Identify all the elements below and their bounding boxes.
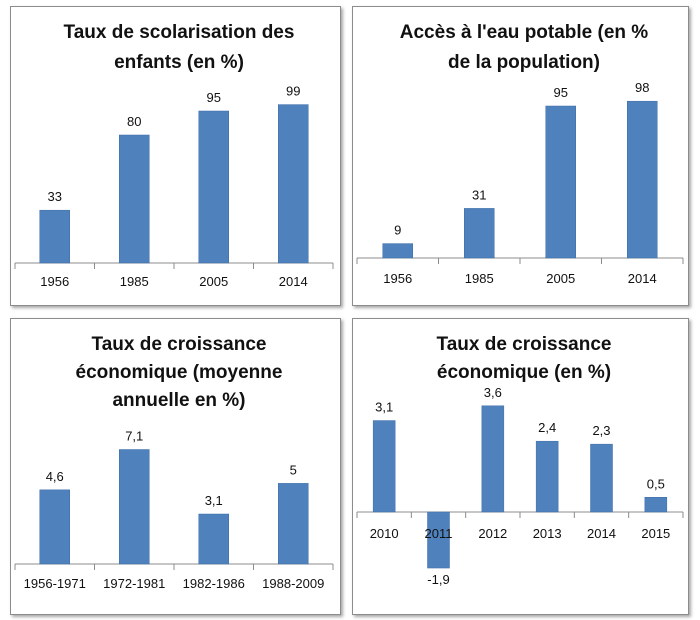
chart-title-line: Taux de scolarisation des bbox=[64, 22, 295, 43]
bar bbox=[644, 497, 668, 513]
bar-value-label: 2,4 bbox=[538, 420, 556, 435]
x-tick-label: 2011 bbox=[425, 526, 453, 541]
chart-title-line: Taux de croissance bbox=[437, 334, 612, 355]
bar bbox=[481, 405, 505, 513]
x-tick-label: 2015 bbox=[641, 526, 670, 541]
bar bbox=[119, 449, 150, 565]
bar bbox=[535, 440, 559, 513]
x-tick-label: 1972-1981 bbox=[103, 576, 165, 591]
bar bbox=[372, 420, 396, 513]
bar-value-label: 7,1 bbox=[125, 429, 143, 444]
bar bbox=[39, 489, 70, 565]
chart-panel-croissance-annuelle: Taux de croissance économique (en %) 3,1 20… bbox=[352, 318, 689, 615]
bar bbox=[545, 105, 576, 259]
x-tick-label: 1988-2009 bbox=[262, 576, 324, 591]
bar-value-label: 4,6 bbox=[46, 469, 64, 484]
bar-value-label: 2,3 bbox=[592, 423, 610, 438]
bar bbox=[427, 511, 450, 569]
x-tick-label: 2010 bbox=[370, 526, 399, 541]
x-tick-label: 1982-1986 bbox=[183, 576, 245, 591]
chart-panel-croissance-moyenne: Taux de croissance économique (moyenne ann… bbox=[10, 318, 341, 615]
bar-value-label: 3,1 bbox=[205, 493, 223, 508]
x-tick-label: 2014 bbox=[587, 526, 616, 541]
bar-value-label: 0,5 bbox=[647, 476, 665, 491]
bar bbox=[39, 209, 70, 264]
chart-croissance-annuelle: Taux de croissance économique (en %) 3,1 20… bbox=[356, 334, 684, 587]
bar bbox=[464, 208, 495, 259]
x-tick-label: 2005 bbox=[199, 274, 228, 289]
x-tick-label: 2014 bbox=[628, 271, 657, 286]
x-tick-label: 1956 bbox=[383, 271, 412, 286]
x-tick-label: 1956 bbox=[40, 274, 69, 289]
bar bbox=[382, 243, 413, 259]
chart-scolarisation: Taux de scolarisation des enfants (en %) 3… bbox=[14, 22, 334, 289]
x-tick-label: 2014 bbox=[279, 274, 308, 289]
chart-title-line: de la population) bbox=[448, 52, 600, 73]
chart-title-line: Accès à l'eau potable (en % bbox=[400, 22, 649, 43]
chart-eau-potable: Accès à l'eau potable (en % de la populat… bbox=[356, 22, 684, 286]
bar-value-label: 3,6 bbox=[484, 385, 502, 400]
bar-value-label: 9 bbox=[394, 223, 401, 238]
chart-title-line: économique (moyenne bbox=[76, 362, 283, 383]
bar-value-label: 31 bbox=[472, 187, 486, 202]
bar bbox=[119, 134, 150, 264]
x-tick-label: 1985 bbox=[120, 274, 149, 289]
bar-value-label: 3,1 bbox=[375, 400, 393, 415]
chart-title-line: économique (en %) bbox=[437, 362, 611, 383]
bar bbox=[278, 483, 309, 565]
bar bbox=[627, 100, 658, 259]
chart-title-line: enfants (en %) bbox=[114, 52, 244, 73]
bar-value-label: 95 bbox=[207, 90, 221, 105]
x-tick-label: 2005 bbox=[546, 271, 575, 286]
x-tick-label: 2012 bbox=[478, 526, 507, 541]
bar bbox=[590, 443, 613, 513]
bar-value-label: 98 bbox=[635, 80, 649, 95]
bar-value-label: 33 bbox=[48, 189, 62, 204]
x-tick-label: 1956-1971 bbox=[24, 576, 86, 591]
chart-panel-scolarisation: Taux de scolarisation des enfants (en %) 3… bbox=[10, 6, 341, 306]
chart-panel-eau-potable: Accès à l'eau potable (en % de la populat… bbox=[352, 6, 689, 306]
bar bbox=[278, 104, 309, 264]
bar-value-label: 80 bbox=[127, 114, 141, 129]
bar bbox=[198, 513, 229, 565]
x-tick-label: 1985 bbox=[465, 271, 494, 286]
bar-value-label: -1,9 bbox=[427, 572, 449, 587]
chart-title-line: Taux de croissance bbox=[92, 334, 267, 355]
x-tick-label: 2013 bbox=[533, 526, 562, 541]
chart-title-line: annuelle en %) bbox=[112, 390, 245, 411]
bar-value-label: 95 bbox=[554, 85, 568, 100]
bar-value-label: 5 bbox=[290, 462, 297, 477]
chart-croissance-moyenne: Taux de croissance économique (moyenne ann… bbox=[14, 334, 334, 591]
bar bbox=[198, 110, 229, 264]
bar-value-label: 99 bbox=[286, 84, 300, 99]
